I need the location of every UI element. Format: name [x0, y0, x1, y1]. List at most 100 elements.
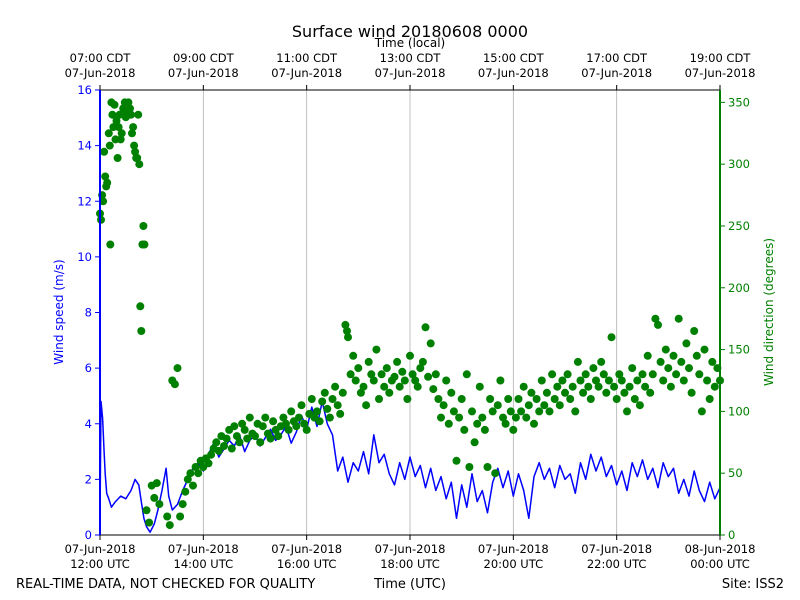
direction-point — [695, 370, 704, 379]
top-tick-date: 07-Jun-2018 — [271, 66, 342, 80]
direction-point — [641, 382, 650, 391]
direction-point — [346, 370, 355, 379]
direction-point — [112, 116, 121, 125]
left-tick-label: 6 — [85, 361, 92, 375]
direction-point — [468, 407, 476, 416]
direction-point — [623, 407, 631, 416]
top-tick-date: 07-Jun-2018 — [375, 66, 446, 80]
direction-point — [617, 376, 626, 385]
right-tick-label: 250 — [728, 219, 750, 233]
direction-point — [643, 351, 652, 360]
right-tick-label: 350 — [728, 95, 750, 109]
direction-point — [437, 413, 445, 422]
direction-point — [576, 376, 585, 385]
direction-point — [581, 370, 590, 379]
direction-point — [133, 154, 142, 162]
right-tick-label: 150 — [728, 343, 750, 357]
direction-point — [105, 141, 114, 150]
right-tick-label: 0 — [728, 528, 735, 542]
direction-point — [108, 110, 117, 119]
direction-point — [106, 240, 115, 249]
direction-point — [442, 376, 451, 385]
direction-point — [514, 395, 523, 403]
direction-point — [183, 475, 192, 484]
direction-point — [137, 327, 146, 335]
direction-point — [462, 370, 471, 379]
direction-point — [328, 395, 337, 403]
direction-point — [672, 370, 681, 379]
direction-point — [599, 370, 608, 379]
direction-point — [104, 129, 113, 138]
direction-point — [604, 376, 613, 385]
direction-point — [656, 357, 665, 366]
speed-line — [99, 400, 721, 533]
direction-point — [542, 388, 551, 397]
direction-point — [530, 419, 538, 428]
direction-point — [651, 314, 660, 323]
direction-point — [646, 388, 655, 397]
direction-point — [555, 401, 564, 410]
left-tick-label: 0 — [85, 528, 92, 542]
direction-point — [470, 438, 479, 447]
direction-point — [610, 382, 619, 391]
top-tick-time: 19:00 CDT — [690, 51, 752, 65]
direction-point — [269, 417, 278, 426]
direction-point — [369, 376, 378, 385]
top-tick-time: 07:00 CDT — [70, 51, 132, 65]
direction-point — [375, 395, 383, 403]
direction-point — [452, 456, 461, 465]
direction-point — [364, 357, 373, 366]
direction-point — [220, 442, 228, 450]
direction-point — [473, 419, 482, 428]
direction-point — [331, 382, 340, 391]
direction-point — [385, 388, 394, 397]
direction-point — [532, 395, 541, 403]
direction-point — [240, 425, 249, 434]
direction-point — [480, 425, 489, 434]
direction-point — [674, 314, 683, 323]
direction-point — [630, 395, 639, 403]
direction-point — [256, 438, 265, 447]
top-tick-date: 07-Jun-2018 — [685, 66, 756, 80]
direction-point — [359, 382, 368, 391]
bottom-tick-date: 07-Jun-2018 — [375, 542, 446, 556]
direction-point — [486, 395, 495, 403]
direction-point — [116, 135, 125, 144]
direction-point — [692, 351, 701, 360]
direction-point — [194, 469, 203, 478]
direction-point — [431, 370, 440, 379]
direction-point — [341, 320, 350, 329]
direction-point — [493, 401, 502, 410]
direction-point — [140, 240, 149, 249]
direction-point — [705, 395, 714, 403]
direction-point — [103, 178, 112, 187]
top-tick-time: 17:00 CDT — [586, 51, 648, 65]
left-tick-label: 10 — [77, 250, 92, 264]
direction-point — [367, 370, 376, 379]
direction-point — [710, 382, 719, 391]
direction-point — [568, 382, 577, 391]
direction-point — [287, 407, 296, 416]
left-tick-label: 14 — [77, 139, 92, 153]
direction-point — [499, 413, 507, 422]
direction-point — [597, 357, 606, 366]
direction-point — [457, 395, 466, 403]
direction-point — [207, 450, 216, 459]
direction-point — [602, 388, 611, 397]
direction-point — [362, 401, 371, 410]
direction-point — [336, 409, 345, 418]
direction-point — [307, 395, 316, 403]
direction-point — [235, 438, 244, 447]
direction-point — [700, 345, 709, 354]
direction-point — [292, 422, 301, 431]
direction-point — [130, 141, 139, 150]
direction-point — [465, 463, 474, 471]
direction-point — [687, 388, 696, 397]
direction-point — [297, 401, 306, 410]
direction-point — [115, 110, 124, 119]
bottom-tick-time: 22:00 UTC — [587, 557, 647, 571]
footer-disclaimer: REAL-TIME DATA, NOT CHECKED FOR QUALITY — [16, 577, 315, 592]
direction-point — [690, 327, 699, 335]
direction-point — [550, 395, 559, 403]
direction-point — [496, 376, 505, 385]
